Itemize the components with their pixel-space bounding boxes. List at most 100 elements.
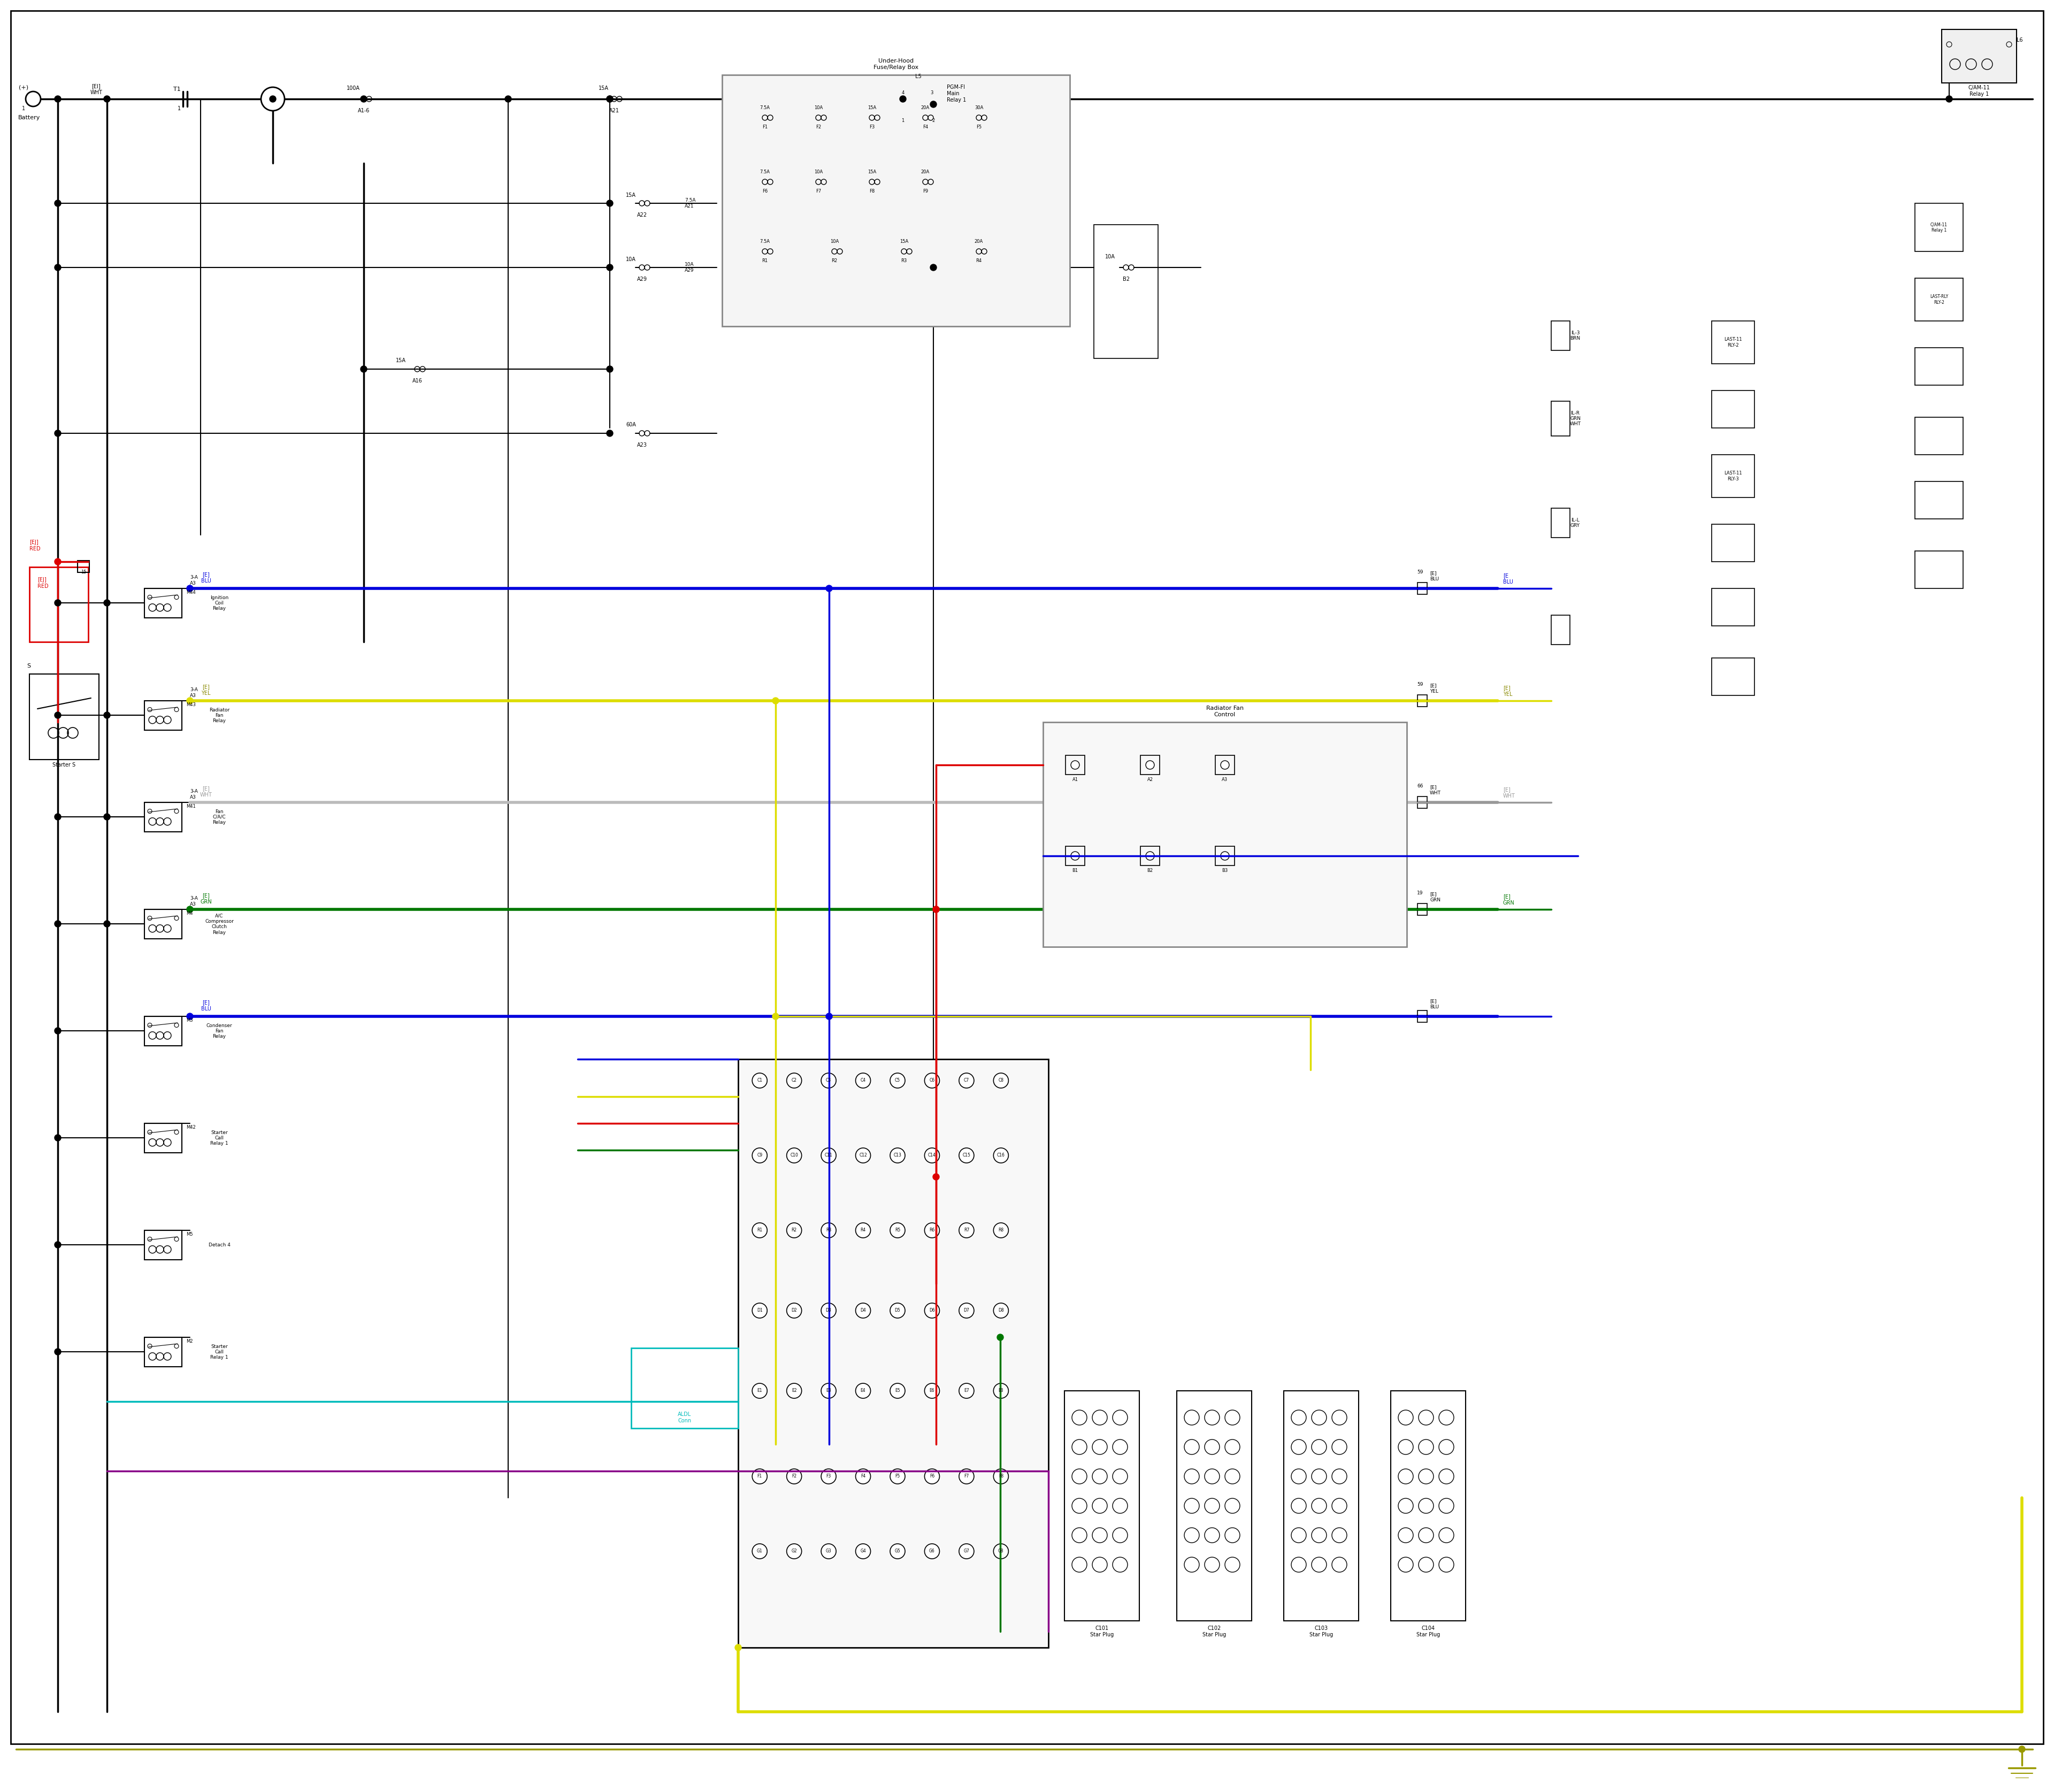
Text: T1: T1 <box>173 86 181 91</box>
Circle shape <box>269 95 275 102</box>
Text: E4: E4 <box>861 1389 865 1392</box>
Circle shape <box>959 1469 974 1484</box>
Text: D5: D5 <box>896 1308 900 1314</box>
Bar <box>1914 418 1964 455</box>
Bar <box>900 88 939 124</box>
Bar <box>1914 348 1964 385</box>
Text: 59: 59 <box>1417 683 1423 686</box>
Circle shape <box>55 201 62 206</box>
Text: 7.5A: 7.5A <box>760 106 770 111</box>
Circle shape <box>1399 1439 1413 1455</box>
Text: 15A: 15A <box>867 106 877 111</box>
Text: C16: C16 <box>996 1152 1004 1158</box>
Circle shape <box>1419 1557 1434 1572</box>
Text: D6: D6 <box>928 1308 935 1314</box>
Circle shape <box>996 1333 1004 1340</box>
Text: IL-L
GRY: IL-L GRY <box>1571 518 1580 529</box>
Text: R3: R3 <box>826 1228 832 1233</box>
Text: R6: R6 <box>928 1228 935 1233</box>
Text: R4: R4 <box>861 1228 867 1233</box>
Bar <box>1551 615 1569 645</box>
Circle shape <box>857 1222 871 1238</box>
Circle shape <box>1292 1529 1306 1543</box>
Text: C11: C11 <box>824 1152 832 1158</box>
Circle shape <box>924 1303 939 1319</box>
Text: B2: B2 <box>1146 869 1152 873</box>
Text: E8: E8 <box>998 1389 1004 1392</box>
Circle shape <box>1440 1529 1454 1543</box>
Circle shape <box>930 100 937 108</box>
Bar <box>144 1337 183 1367</box>
Text: A3: A3 <box>1222 778 1228 783</box>
Bar <box>1043 722 1407 946</box>
Text: R2: R2 <box>832 258 838 263</box>
Text: E7: E7 <box>963 1389 969 1392</box>
Circle shape <box>606 95 612 102</box>
Circle shape <box>55 711 62 719</box>
Text: F2: F2 <box>791 1475 797 1478</box>
Circle shape <box>362 95 368 102</box>
Text: E1: E1 <box>758 1389 762 1392</box>
Text: 2: 2 <box>933 118 935 124</box>
Text: F3: F3 <box>869 125 875 129</box>
Bar <box>1140 754 1161 774</box>
Bar <box>1216 846 1234 866</box>
Text: 10A: 10A <box>1105 254 1115 260</box>
Circle shape <box>1224 1557 1241 1572</box>
Text: C/AM-11
Relay 1: C/AM-11 Relay 1 <box>1968 86 1990 97</box>
Circle shape <box>822 1073 836 1088</box>
Text: M41: M41 <box>187 805 195 808</box>
Circle shape <box>1072 1557 1087 1572</box>
Text: Detach 4: Detach 4 <box>207 1242 230 1247</box>
Circle shape <box>1331 1439 1347 1455</box>
Circle shape <box>1399 1410 1413 1425</box>
Text: A1-6: A1-6 <box>357 108 370 113</box>
Text: C8: C8 <box>998 1079 1004 1082</box>
Text: F4: F4 <box>861 1475 865 1478</box>
Text: E5: E5 <box>896 1389 900 1392</box>
Circle shape <box>261 88 286 111</box>
Text: Starter
Call
Relay 1: Starter Call Relay 1 <box>210 1344 228 1360</box>
Text: R3: R3 <box>902 258 908 263</box>
Circle shape <box>1185 1498 1200 1512</box>
Circle shape <box>822 1543 836 1559</box>
Circle shape <box>1093 1410 1107 1425</box>
Bar <box>29 674 99 760</box>
Circle shape <box>1313 1439 1327 1455</box>
Text: F9: F9 <box>922 190 928 194</box>
Circle shape <box>1113 1529 1128 1543</box>
Text: M2: M2 <box>187 1339 193 1344</box>
Circle shape <box>1399 1529 1413 1543</box>
Circle shape <box>55 814 62 821</box>
Circle shape <box>1945 95 1953 102</box>
Circle shape <box>1185 1529 1200 1543</box>
Text: 3-A
A3: 3-A A3 <box>189 575 197 586</box>
Bar <box>1095 224 1158 358</box>
Bar <box>1914 278 1964 321</box>
Bar <box>1177 1391 1251 1620</box>
Text: C5: C5 <box>896 1079 900 1082</box>
Bar <box>144 1231 183 1260</box>
Text: A29: A29 <box>637 276 647 281</box>
Text: 10A: 10A <box>813 170 824 174</box>
Circle shape <box>1204 1469 1220 1484</box>
Text: 20A: 20A <box>974 240 984 244</box>
Circle shape <box>889 1073 906 1088</box>
Text: [EJ]
RED: [EJ] RED <box>37 577 49 590</box>
Text: LAST-11
RLY-2: LAST-11 RLY-2 <box>1723 337 1742 348</box>
Bar <box>1284 1391 1358 1620</box>
Circle shape <box>1331 1557 1347 1572</box>
Text: 10A: 10A <box>813 106 824 111</box>
Circle shape <box>1220 760 1228 769</box>
Circle shape <box>1399 1557 1413 1572</box>
Bar <box>1417 695 1428 706</box>
Circle shape <box>1292 1410 1306 1425</box>
Text: L5: L5 <box>916 73 922 79</box>
Circle shape <box>1292 1469 1306 1484</box>
Text: Radiator Fan
Control: Radiator Fan Control <box>1206 706 1243 717</box>
Text: G4: G4 <box>861 1548 867 1554</box>
Text: 15A: 15A <box>396 358 407 364</box>
Text: A23: A23 <box>637 443 647 448</box>
Circle shape <box>822 1469 836 1484</box>
Text: C6: C6 <box>928 1079 935 1082</box>
